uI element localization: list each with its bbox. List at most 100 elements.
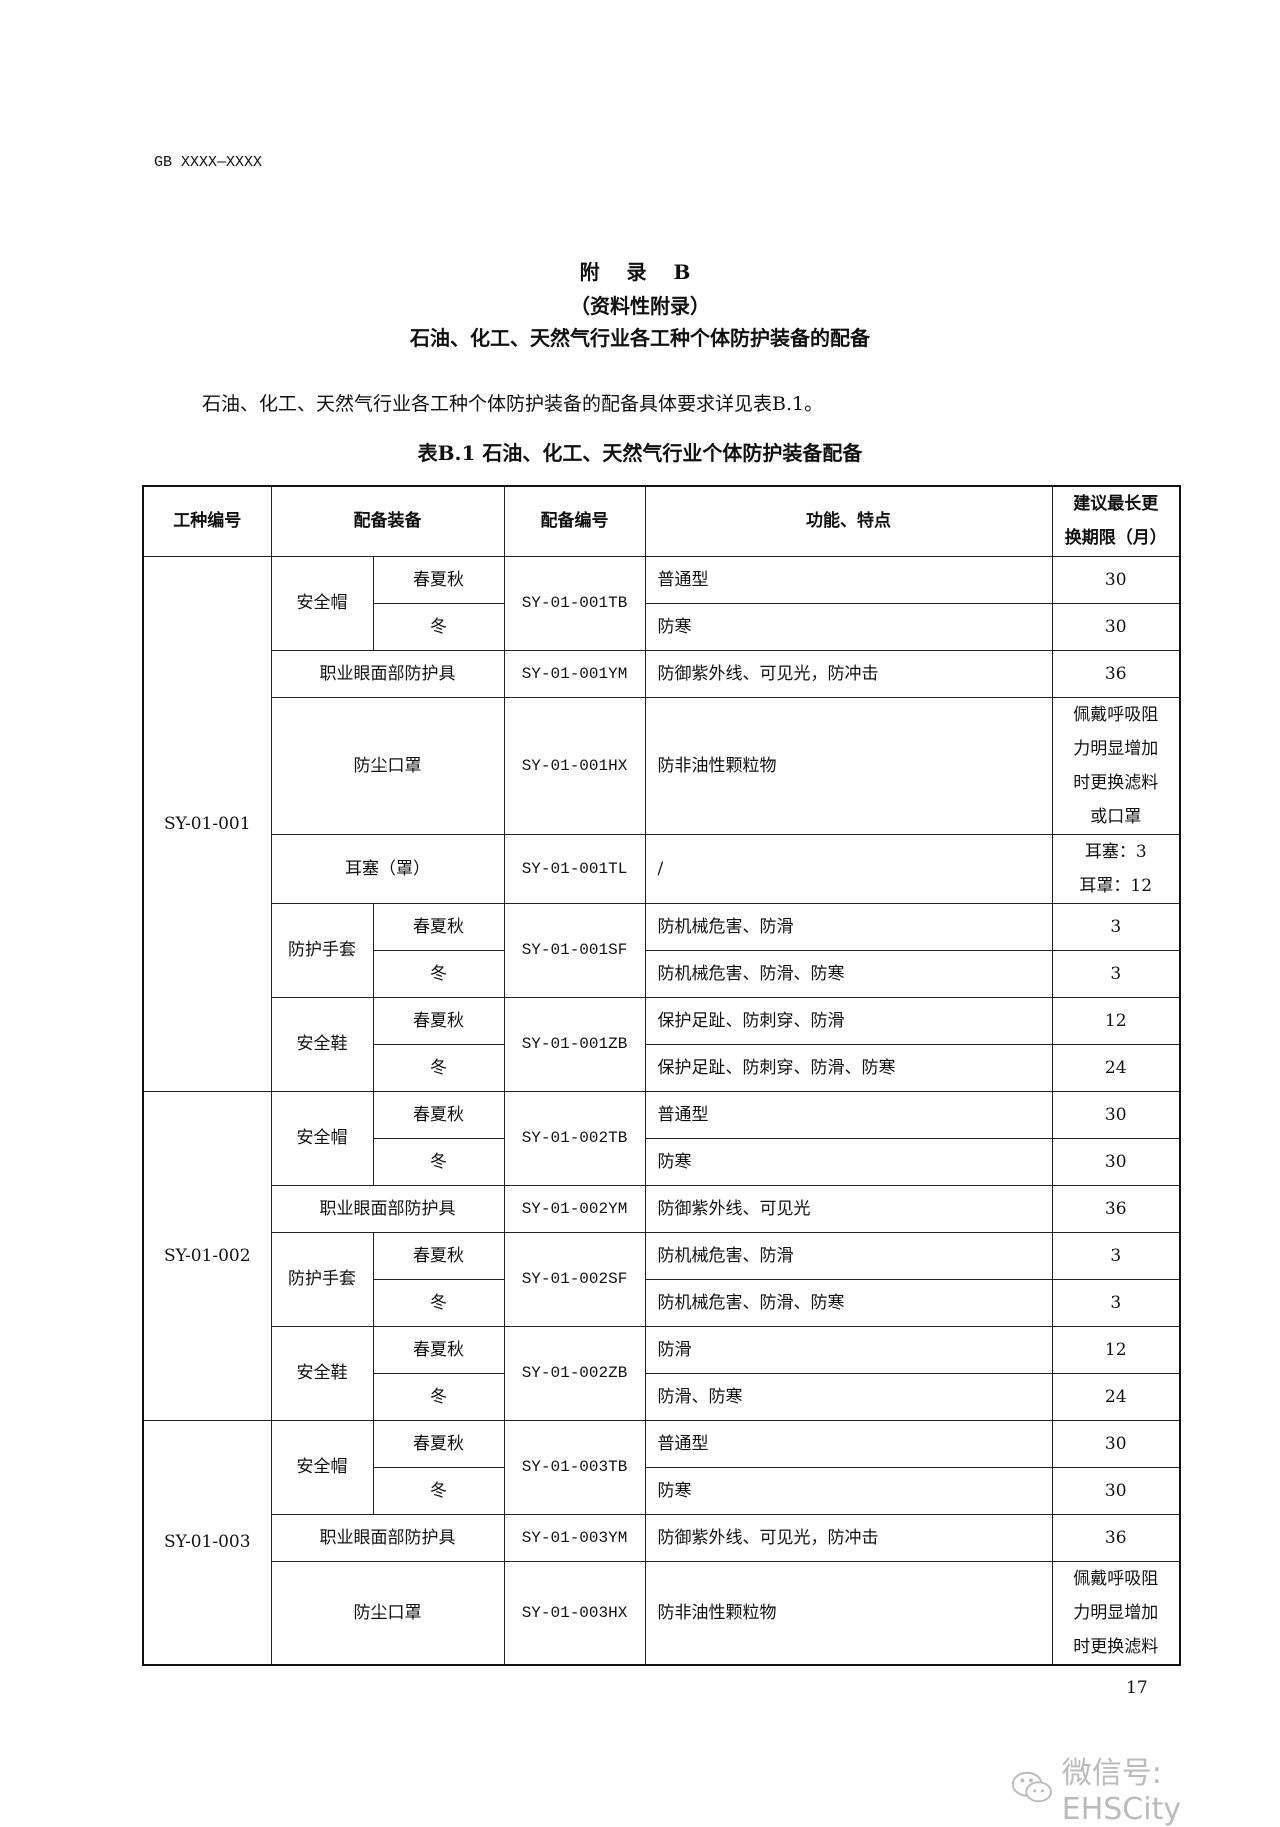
table-row: 防尘口罩 SY-01-003HX 防非油性颗粒物 佩戴呼吸阻 力明显增加 时更换滤料 [143, 1560, 1181, 1666]
table-cell: 佩戴呼吸阻 力明显增加 时更换滤料 或口罩 [1051, 696, 1181, 835]
table-cell: SY-01-002SF [503, 1231, 646, 1327]
table-cell: 冬 [372, 1137, 505, 1186]
table-cell: 防滑、防寒 [644, 1372, 1053, 1421]
intro-paragraph: 石油、化工、天然气行业各工种个体防护装备的配备具体要求详见表B.1。 [202, 393, 824, 415]
table-cell: 防尘口罩 [270, 1560, 505, 1666]
table-cell: SY-01-002YM [503, 1184, 646, 1233]
column-header: 功能、特点 [644, 485, 1053, 557]
table-cell: 防寒 [644, 602, 1053, 651]
appendix-title: 石油、化工、天然气行业各工种个体防护装备的配备 [410, 326, 870, 350]
table-cell: SY-01-003HX [503, 1560, 646, 1666]
table-row: 安全鞋 春夏秋 SY-01-002ZB 防滑 12 [143, 1325, 1181, 1421]
table-cell: 3 [1051, 1231, 1181, 1280]
table-cell: 防非油性颗粒物 [644, 1560, 1053, 1666]
table-cell: 12 [1051, 996, 1181, 1045]
table-cell: 安全鞋 [270, 996, 374, 1092]
table-row: 冬 防机械危害、防滑、防寒 3 [143, 949, 1181, 998]
table-cell: 防机械危害、防滑、防寒 [644, 949, 1053, 998]
table-cell: 春夏秋 [372, 902, 505, 951]
table-row: 防护手套 春夏秋 SY-01-002SF 防机械危害、防滑 3 [143, 1231, 1181, 1327]
table-cell: 普通型 [644, 1090, 1053, 1139]
appendix-type: （资料性附录） [570, 294, 710, 318]
table-row: 冬 保护足趾、防刺穿、防滑、防寒 24 [143, 1043, 1181, 1092]
table-cell: 安全帽 [270, 555, 374, 651]
equipment-table-container: 工种编号 配备装备 配备编号 功能、特点 建议最长更 换期限（月） SY-01-001 安… [142, 485, 1181, 1666]
table-cell: 春夏秋 [372, 1419, 505, 1468]
table-cell: 保护足趾、防刺穿、防滑、防寒 [644, 1043, 1053, 1092]
column-header: 建议最长更 换期限（月） [1051, 485, 1181, 557]
table-cell: 职业眼面部防护具 [270, 1513, 505, 1562]
table-cell: SY-01-002 [142, 1090, 272, 1421]
document-code: GB XXXX—XXXX [154, 154, 263, 171]
table-row: SY-01-002 安全帽 春夏秋 SY-01-002TB 普通型 30 [142, 1090, 1181, 1421]
table-cell: 防护手套 [270, 1231, 374, 1327]
table-cell: SY-01-001ZB [503, 996, 646, 1092]
table-cell: 冬 [372, 1372, 505, 1421]
table-row: SY-01-003 安全帽 春夏秋 SY-01-003TB 普通型 30 [142, 1419, 1181, 1666]
watermark: 微信号: EHSCity [1010, 1748, 1280, 1827]
watermark-text: 微信号: EHSCity [1061, 1756, 1182, 1827]
table-row: SY-01-001 安全帽 春夏秋 SY-01-001TB 普通型 30 [142, 555, 1181, 1092]
table-cell: 防机械危害、防滑 [644, 1231, 1053, 1280]
table-cell: 30 [1051, 1137, 1181, 1186]
table-cell: / [644, 833, 1053, 904]
table-cell: 普通型 [644, 1419, 1053, 1468]
table-cell: SY-01-003TB [503, 1419, 646, 1515]
table-cell: 3 [1051, 1278, 1181, 1327]
table-row: 冬 防寒 30 [143, 1466, 1181, 1515]
table-row: 耳塞（罩） SY-01-001TL / 耳塞：3 耳罩：12 [143, 833, 1181, 904]
table-cell: 36 [1051, 1184, 1181, 1233]
table-cell: 防滑 [644, 1325, 1053, 1374]
table-caption: 表B.1 石油、化工、天然气行业个体防护装备配备 [417, 441, 863, 465]
table-cell: 30 [1051, 1090, 1181, 1139]
table-row: 防尘口罩 SY-01-001HX 防非油性颗粒物 佩戴呼吸阻 力明显增加 时更换滤料 … [143, 696, 1181, 835]
table-cell: 职业眼面部防护具 [270, 1184, 505, 1233]
table-row: 职业眼面部防护具 SY-01-002YM 防御紫外线、可见光 36 [143, 1184, 1181, 1233]
table-row: 职业眼面部防护具 SY-01-003YM 防御紫外线、可见光，防冲击 36 [143, 1513, 1181, 1562]
table-cell: 耳塞（罩） [270, 833, 505, 904]
page-number: 17 [1126, 1678, 1148, 1698]
table-cell: 12 [1051, 1325, 1181, 1374]
table-cell: SY-01-001TB [503, 555, 646, 651]
table-cell: 冬 [372, 949, 505, 998]
table-cell: 防御紫外线、可见光，防冲击 [644, 1513, 1053, 1562]
table-cell: 36 [1051, 649, 1181, 698]
table-row: 冬 防寒 30 [143, 1137, 1181, 1186]
table-cell: 冬 [372, 1043, 505, 1092]
table-cell: 春夏秋 [372, 1090, 505, 1139]
table-row: 冬 防滑、防寒 24 [143, 1372, 1181, 1421]
table-cell: 防御紫外线、可见光，防冲击 [644, 649, 1053, 698]
table-cell: SY-01-001TL [503, 833, 646, 904]
table-cell: SY-01-001HX [503, 696, 646, 835]
table-cell: 保护足趾、防刺穿、防滑 [644, 996, 1053, 1045]
table-cell: 24 [1051, 1043, 1181, 1092]
table-row: 冬 防寒 30 [143, 602, 1181, 651]
table-row: 防护手套 春夏秋 SY-01-001SF 防机械危害、防滑 3 [143, 902, 1181, 998]
table-cell: SY-01-001SF [503, 902, 646, 998]
table-row: 职业眼面部防护具 SY-01-001YM 防御紫外线、可见光，防冲击 36 [143, 649, 1181, 698]
table-cell: 职业眼面部防护具 [270, 649, 505, 698]
table-cell: 冬 [372, 1278, 505, 1327]
table-cell: 春夏秋 [372, 1325, 505, 1374]
equipment-table: 工种编号 配备装备 配备编号 功能、特点 建议最长更 换期限（月） SY-01-001 安… [142, 485, 1181, 1666]
table-cell: 防机械危害、防滑、防寒 [644, 1278, 1053, 1327]
table-cell: 24 [1051, 1372, 1181, 1421]
table-cell: 30 [1051, 602, 1181, 651]
table-cell: 佩戴呼吸阻 力明显增加 时更换滤料 [1051, 1560, 1181, 1666]
table-cell: 安全帽 [270, 1419, 374, 1515]
table-row: 安全鞋 春夏秋 SY-01-001ZB 保护足趾、防刺穿、防滑 12 [143, 996, 1181, 1092]
table-cell: SY-01-003YM [503, 1513, 646, 1562]
table-cell: 防护手套 [270, 902, 374, 998]
table-cell: 30 [1051, 1419, 1181, 1468]
table-cell: 防御紫外线、可见光 [644, 1184, 1053, 1233]
table-cell: 春夏秋 [372, 555, 505, 604]
column-header: 配备编号 [503, 485, 646, 557]
column-header: 配备装备 [270, 485, 505, 557]
table-cell: 36 [1051, 1513, 1181, 1562]
table-cell: 30 [1051, 1466, 1181, 1515]
wechat-icon [1011, 1771, 1052, 1802]
table-cell: 耳塞：3 耳罩：12 [1051, 833, 1181, 904]
table-cell: 冬 [372, 602, 505, 651]
table-cell: 春夏秋 [372, 996, 505, 1045]
table-cell: SY-01-001YM [503, 649, 646, 698]
